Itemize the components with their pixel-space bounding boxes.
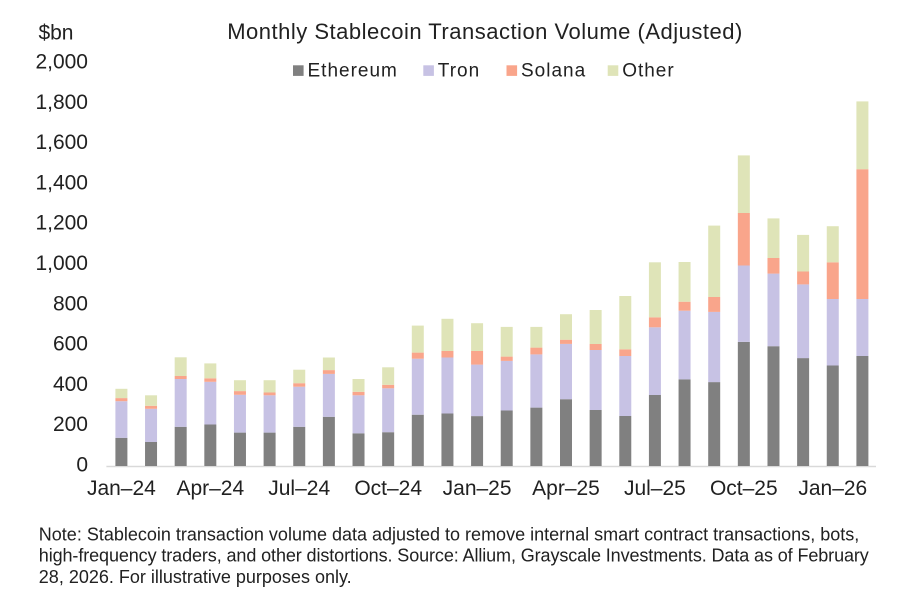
svg-text:Apr–25: Apr–25 <box>532 477 600 500</box>
svg-text:400: 400 <box>53 373 88 396</box>
svg-text:1,800: 1,800 <box>35 91 88 114</box>
svg-text:Ethereum: Ethereum <box>308 61 398 82</box>
svg-text:Other: Other <box>622 61 675 82</box>
svg-text:Oct–25: Oct–25 <box>710 477 778 500</box>
svg-text:1,200: 1,200 <box>35 212 88 235</box>
svg-text:800: 800 <box>53 292 88 315</box>
svg-text:Jan–24: Jan–24 <box>87 477 156 500</box>
svg-text:1,600: 1,600 <box>35 131 88 154</box>
svg-text:1,400: 1,400 <box>35 171 88 194</box>
svg-text:1,000: 1,000 <box>35 252 88 275</box>
svg-text:Jan–25: Jan–25 <box>443 477 512 500</box>
svg-text:high-frequency traders, and ot: high-frequency traders, and other distor… <box>39 546 869 566</box>
svg-text:200: 200 <box>53 413 88 436</box>
svg-text:28, 2026. For illustrative pur: 28, 2026. For illustrative purposes only… <box>39 567 352 587</box>
svg-text:0: 0 <box>76 454 88 477</box>
svg-text:Jul–25: Jul–25 <box>624 477 686 500</box>
svg-text:Monthly Stablecoin Transaction: Monthly Stablecoin Transaction Volume (A… <box>227 19 743 44</box>
svg-text:Solana: Solana <box>521 61 586 82</box>
svg-text:2,000: 2,000 <box>35 51 88 74</box>
svg-text:Note: Stablecoin transaction v: Note: Stablecoin transaction volume data… <box>39 525 859 545</box>
svg-text:Oct–24: Oct–24 <box>354 477 422 500</box>
svg-text:600: 600 <box>53 333 88 356</box>
svg-text:Tron: Tron <box>438 61 480 82</box>
svg-text:Apr–24: Apr–24 <box>176 477 244 500</box>
svg-text:Jan–26: Jan–26 <box>798 477 867 500</box>
svg-text:$bn: $bn <box>38 22 73 45</box>
svg-text:Jul–24: Jul–24 <box>268 477 330 500</box>
